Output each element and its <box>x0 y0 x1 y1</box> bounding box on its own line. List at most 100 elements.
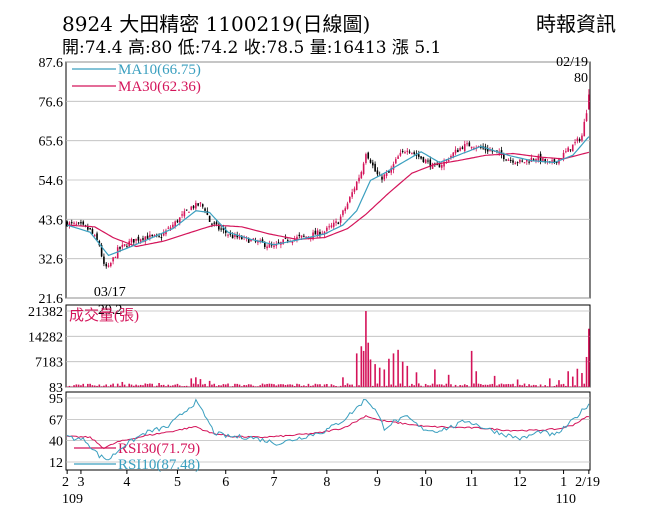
candle-body <box>305 236 307 238</box>
candle-body <box>399 152 402 156</box>
volume-bar <box>183 386 186 387</box>
candle <box>346 201 349 210</box>
candle-body <box>319 231 321 236</box>
candle-body <box>328 226 330 228</box>
candle-body <box>424 159 427 164</box>
candle-body <box>126 246 128 248</box>
candle <box>353 186 356 195</box>
price-tick-label: 21.6 <box>39 292 64 307</box>
candle-body <box>227 234 229 236</box>
volume-bar <box>342 377 344 387</box>
volume-bar <box>486 384 489 387</box>
candle-body <box>82 221 85 225</box>
candle <box>466 140 468 147</box>
volume-bar <box>376 383 379 387</box>
candle-body <box>374 163 376 172</box>
volume-bar <box>372 385 374 387</box>
candle-body <box>158 235 160 237</box>
candle-body <box>172 224 174 228</box>
volume-bar <box>399 383 402 387</box>
candle <box>450 154 452 160</box>
volume-bar <box>254 386 257 387</box>
candle <box>82 220 85 226</box>
candle-body <box>114 256 117 258</box>
candle-body <box>119 246 121 249</box>
candle <box>296 234 298 243</box>
volume-bar <box>227 383 229 387</box>
volume-bar <box>137 385 140 387</box>
candle-body <box>581 135 583 141</box>
candle <box>234 232 236 240</box>
candle-body <box>438 164 441 168</box>
volume-bar <box>128 383 131 387</box>
candle-body <box>314 230 317 235</box>
volume-bar <box>555 384 558 387</box>
candle-body <box>413 152 415 154</box>
volume-bar <box>75 384 78 387</box>
volume-bar <box>445 383 448 387</box>
rsi-line-1 <box>66 398 590 461</box>
candle-body <box>450 155 452 158</box>
candle-body <box>284 237 287 239</box>
volume-bar <box>275 385 278 387</box>
volume-bar <box>116 383 119 387</box>
volume-bar <box>544 385 546 387</box>
volume-bar <box>268 383 271 387</box>
candle-body <box>406 150 409 152</box>
candle-body <box>567 147 569 152</box>
candle-body <box>486 148 489 152</box>
candle-body <box>247 238 250 243</box>
candle <box>408 149 411 154</box>
candle <box>574 138 576 146</box>
volume-bar <box>190 378 193 387</box>
candle-body <box>542 158 544 161</box>
volume-bar <box>477 383 480 387</box>
volume-bar <box>277 384 280 387</box>
volume-bar <box>211 384 213 387</box>
candle <box>303 233 305 238</box>
volume-bar <box>330 384 333 387</box>
volume-bar <box>401 361 404 387</box>
volume-bar <box>429 385 432 387</box>
candle-body <box>422 157 425 163</box>
candle <box>192 204 195 210</box>
volume-bar <box>516 379 519 387</box>
candle <box>576 136 579 144</box>
candle-body <box>355 181 358 191</box>
candle-body <box>574 142 576 144</box>
volume-bar <box>365 311 367 387</box>
price-tick-label: 43.6 <box>39 213 64 228</box>
volume-bar <box>204 383 206 387</box>
candle-body <box>139 239 142 242</box>
volume-bar <box>174 384 176 387</box>
volume-bar <box>176 383 179 387</box>
candle-body <box>149 234 151 238</box>
candle-body <box>381 176 383 180</box>
volume-bar <box>259 385 262 387</box>
volume-bar <box>326 383 328 387</box>
date-label: 4 <box>123 475 130 490</box>
volume-bar <box>349 384 351 387</box>
candle-body <box>241 237 243 240</box>
candle-body <box>401 150 404 152</box>
candle <box>206 207 209 216</box>
volume-bar <box>123 384 126 387</box>
candle <box>172 221 174 229</box>
candle <box>507 158 510 161</box>
candle-body <box>555 161 558 164</box>
volume-bar <box>394 385 397 387</box>
candle <box>585 109 588 122</box>
volume-bar <box>188 386 190 387</box>
candle <box>555 161 558 165</box>
volume-bar <box>392 353 395 387</box>
candle <box>339 214 342 226</box>
candle-body <box>539 153 542 162</box>
candle <box>404 150 406 154</box>
volume-bar <box>585 356 588 387</box>
candle-body <box>213 222 216 224</box>
volume-bar <box>507 383 510 387</box>
volume-bar <box>87 383 89 387</box>
date-label: 5 <box>174 475 181 490</box>
volume-bar <box>390 384 393 387</box>
